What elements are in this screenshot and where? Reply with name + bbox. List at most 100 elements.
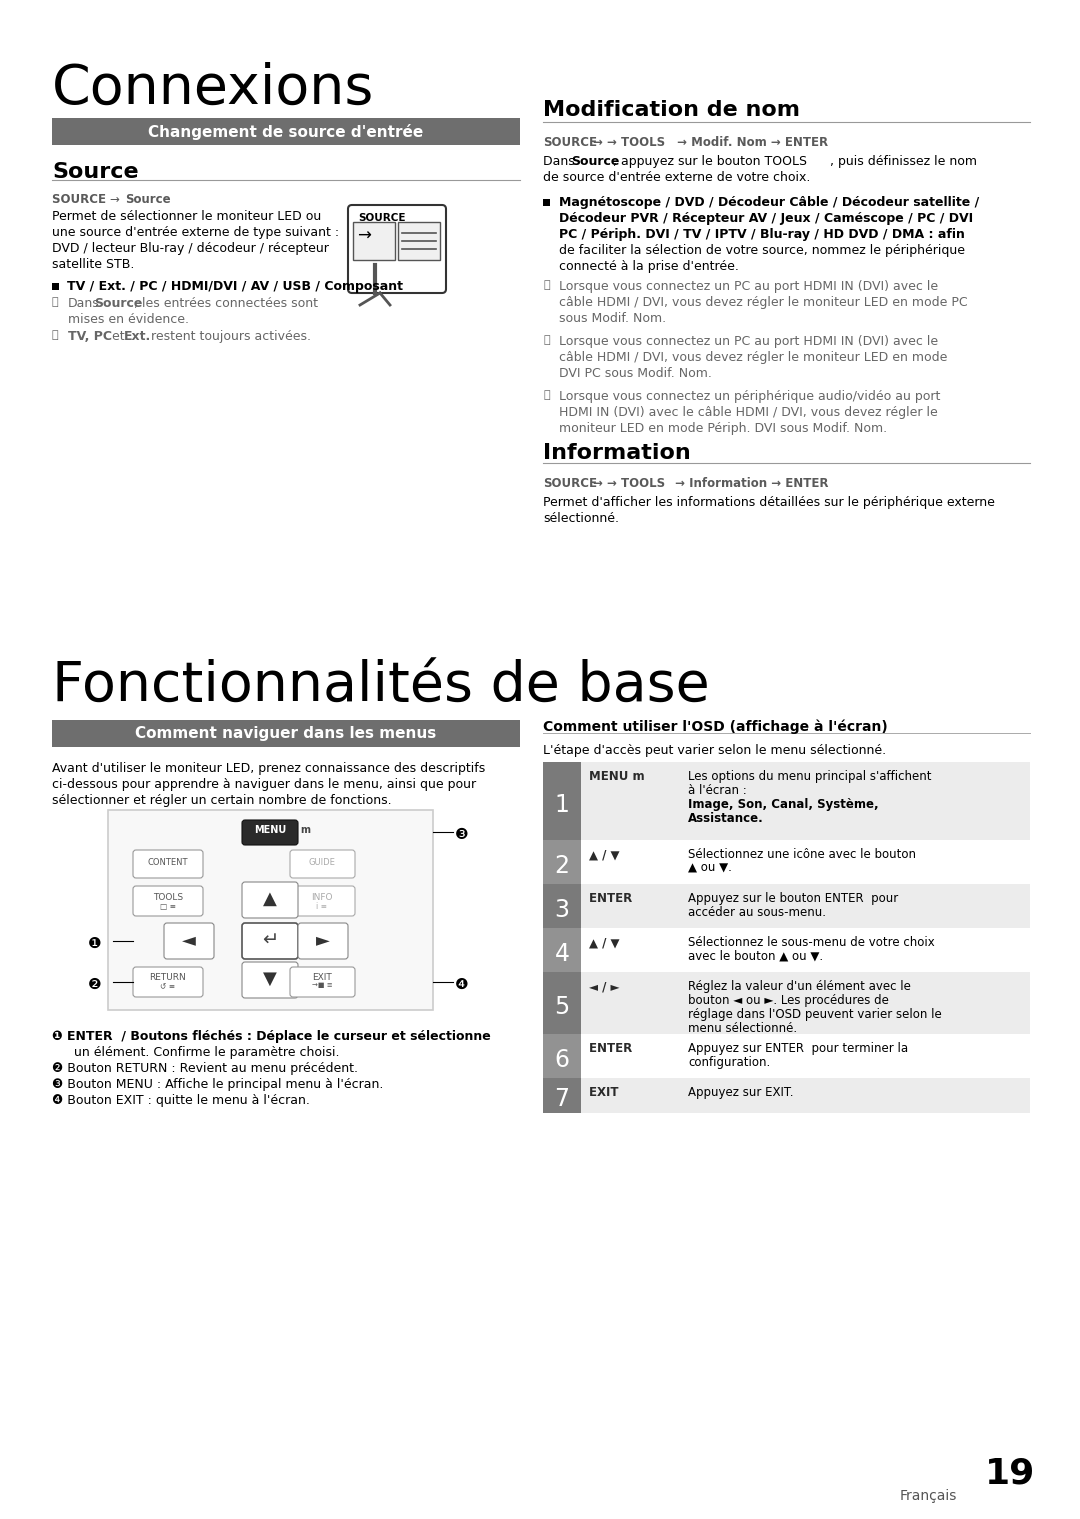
Text: → → TOOLS: → → TOOLS — [593, 477, 665, 491]
FancyBboxPatch shape — [242, 820, 298, 845]
FancyBboxPatch shape — [242, 924, 298, 958]
FancyBboxPatch shape — [298, 924, 348, 958]
Text: sélectionner et régler un certain nombre de fonctions.: sélectionner et régler un certain nombre… — [52, 794, 392, 807]
Bar — [543, 884, 1030, 928]
Text: ✨: ✨ — [543, 279, 550, 290]
FancyBboxPatch shape — [133, 886, 203, 916]
Bar — [543, 763, 1030, 840]
Text: , puis définissez le nom: , puis définissez le nom — [831, 155, 977, 169]
Text: → Modif. Nom → ENTER: → Modif. Nom → ENTER — [673, 137, 828, 149]
Text: Image, Son, Canal, Système,: Image, Son, Canal, Système, — [688, 797, 879, 811]
Text: Comment utiliser l'OSD (affichage à l'écran): Comment utiliser l'OSD (affichage à l'éc… — [543, 720, 888, 735]
Text: moniteur LED en mode Périph. DVI sous Modif. Nom.: moniteur LED en mode Périph. DVI sous Mo… — [559, 422, 887, 434]
Text: satellite STB.: satellite STB. — [52, 258, 134, 270]
Text: restent toujours activées.: restent toujours activées. — [147, 330, 311, 343]
Text: L'étape d'accès peut varier selon le menu sélectionné.: L'étape d'accès peut varier selon le men… — [543, 744, 886, 756]
Text: ✨: ✨ — [52, 330, 58, 340]
Text: EXIT: EXIT — [589, 1086, 626, 1100]
Text: ↺ ≡: ↺ ≡ — [161, 981, 176, 990]
Text: ▲ / ▼: ▲ / ▼ — [589, 936, 620, 949]
Text: Source: Source — [52, 163, 138, 182]
Text: avec le bouton ▲ ou ▼.: avec le bouton ▲ ou ▼. — [688, 949, 823, 963]
Text: 4: 4 — [554, 942, 569, 966]
Text: GUIDE: GUIDE — [309, 858, 336, 867]
Text: ❶: ❶ — [87, 936, 102, 951]
Text: →: → — [110, 193, 123, 207]
Text: ❷: ❷ — [87, 977, 102, 992]
Bar — [543, 199, 550, 207]
Bar — [543, 763, 581, 840]
Text: Fonctionnalités de base: Fonctionnalités de base — [52, 659, 710, 714]
Text: réglage dans l'OSD peuvent varier selon le: réglage dans l'OSD peuvent varier selon … — [688, 1009, 942, 1021]
Text: ❸ Bouton MENU : Affiche le principal menu à l'écran.: ❸ Bouton MENU : Affiche le principal men… — [52, 1078, 383, 1091]
Text: RETURN: RETURN — [150, 974, 187, 981]
Text: menu sélectionné.: menu sélectionné. — [688, 1022, 797, 1034]
Text: 2: 2 — [554, 854, 569, 878]
Text: TV, PC: TV, PC — [68, 330, 112, 343]
Bar — [543, 1034, 581, 1078]
Text: 6: 6 — [554, 1048, 569, 1072]
Text: Français: Français — [900, 1489, 957, 1502]
Text: Comment naviguer dans les menus: Comment naviguer dans les menus — [135, 726, 436, 741]
Text: sous Modif. Nom.: sous Modif. Nom. — [559, 311, 666, 325]
Text: Sélectionnez une icône avec le bouton: Sélectionnez une icône avec le bouton — [688, 848, 916, 861]
FancyBboxPatch shape — [133, 851, 203, 878]
FancyBboxPatch shape — [348, 205, 446, 293]
Bar — [543, 972, 581, 1034]
Text: Appuyez sur le bouton ENTER  pour: Appuyez sur le bouton ENTER pour — [688, 892, 899, 905]
Text: Appuyez sur EXIT.: Appuyez sur EXIT. — [688, 1086, 794, 1100]
Text: connecté à la prise d'entrée.: connecté à la prise d'entrée. — [559, 260, 739, 273]
Text: Avant d'utiliser le moniteur LED, prenez connaissance des descriptifs: Avant d'utiliser le moniteur LED, prenez… — [52, 763, 485, 775]
Text: 1: 1 — [554, 793, 569, 817]
Text: Permet de sélectionner le moniteur LED ou: Permet de sélectionner le moniteur LED o… — [52, 210, 321, 223]
Text: Source: Source — [125, 193, 171, 207]
Text: de faciliter la sélection de votre source, nommez le périphérique: de faciliter la sélection de votre sourc… — [559, 245, 966, 257]
Text: 7: 7 — [554, 1088, 569, 1110]
Bar — [52, 283, 59, 290]
Text: Lorsque vous connectez un périphérique audio/vidéo au port: Lorsque vous connectez un périphérique a… — [559, 390, 941, 403]
Bar — [543, 840, 581, 884]
Text: ci-dessous pour apprendre à naviguer dans le menu, ainsi que pour: ci-dessous pour apprendre à naviguer dan… — [52, 778, 476, 791]
Text: et: et — [108, 330, 129, 343]
Text: configuration.: configuration. — [688, 1056, 770, 1069]
Text: 5: 5 — [554, 995, 569, 1019]
Text: PC / Périph. DVI / TV / IPTV / Blu-ray / HD DVD / DMA : afin: PC / Périph. DVI / TV / IPTV / Blu-ray /… — [559, 228, 964, 242]
Text: Réglez la valeur d'un élément avec le: Réglez la valeur d'un élément avec le — [688, 980, 910, 993]
Text: Lorsque vous connectez un PC au port HDMI IN (DVI) avec le: Lorsque vous connectez un PC au port HDM… — [559, 279, 939, 293]
Text: m: m — [300, 825, 310, 835]
Text: Connexions: Connexions — [52, 62, 375, 115]
Bar — [543, 928, 1030, 972]
Text: Source: Source — [571, 155, 619, 169]
Text: ▼: ▼ — [264, 971, 276, 987]
Text: Ext.: Ext. — [124, 330, 151, 343]
Text: SOURCE: SOURCE — [543, 137, 597, 149]
Bar — [399, 222, 440, 260]
Text: ENTER: ENTER — [589, 1042, 640, 1056]
Text: TOOLS: TOOLS — [153, 893, 184, 902]
Text: Changement de source d'entrée: Changement de source d'entrée — [148, 125, 423, 140]
Text: Assistance.: Assistance. — [688, 813, 764, 825]
Text: accéder au sous-menu.: accéder au sous-menu. — [688, 905, 826, 919]
Bar — [543, 1078, 581, 1113]
Text: ✨: ✨ — [52, 298, 58, 307]
Bar — [543, 972, 1030, 1034]
Text: Dans: Dans — [68, 298, 99, 310]
Text: ❷ Bouton RETURN : Revient au menu précédent.: ❷ Bouton RETURN : Revient au menu précéd… — [52, 1062, 357, 1075]
Bar — [543, 884, 581, 928]
Bar — [108, 810, 433, 1010]
Text: MENU m: MENU m — [589, 770, 645, 782]
Text: de source d'entrée externe de votre choix.: de source d'entrée externe de votre choi… — [543, 172, 810, 184]
Text: Lorsque vous connectez un PC au port HDMI IN (DVI) avec le: Lorsque vous connectez un PC au port HDM… — [559, 336, 939, 348]
Text: HDMI IN (DVI) avec le câble HDMI / DVI, vous devez régler le: HDMI IN (DVI) avec le câble HDMI / DVI, … — [559, 406, 937, 419]
Text: ENTER: ENTER — [589, 892, 640, 905]
Text: CONTENT: CONTENT — [148, 858, 188, 867]
Text: ❶ ENTER  / Boutons fléchés : Déplace le curseur et sélectionne: ❶ ENTER / Boutons fléchés : Déplace le c… — [52, 1030, 490, 1044]
Bar — [543, 840, 1030, 884]
FancyBboxPatch shape — [291, 851, 355, 878]
Bar — [52, 118, 519, 144]
Text: → Information → ENTER: → Information → ENTER — [671, 477, 828, 491]
Bar — [543, 1034, 1030, 1078]
Text: câble HDMI / DVI, vous devez régler le moniteur LED en mode PC: câble HDMI / DVI, vous devez régler le m… — [559, 296, 968, 308]
Text: Source: Source — [94, 298, 143, 310]
Text: ►: ► — [316, 931, 329, 949]
